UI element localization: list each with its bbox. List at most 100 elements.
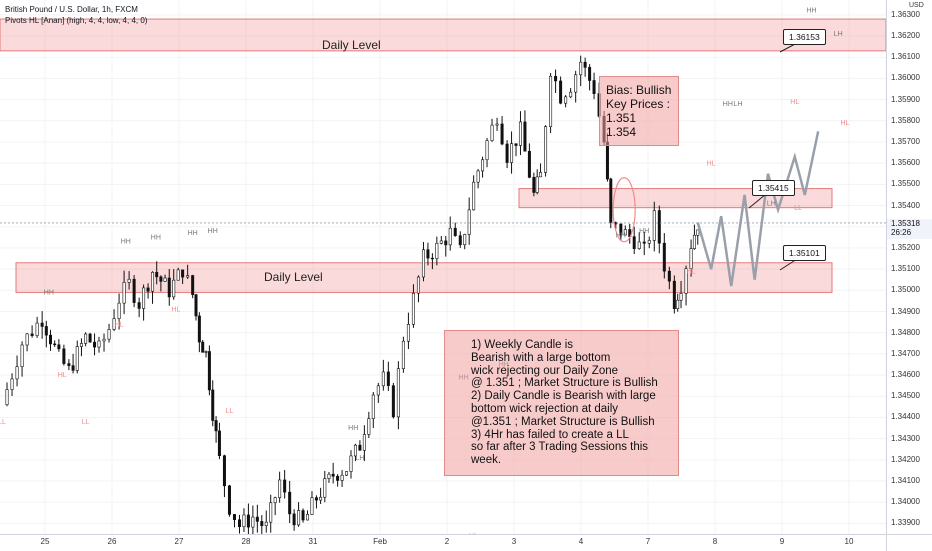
candle-body — [345, 471, 349, 476]
price-callout-top[interactable]: 1.36153 — [783, 29, 826, 45]
candle-body — [554, 75, 558, 82]
analysis-note: 1) Weekly Candle is Bearish with a large… — [444, 330, 679, 476]
candle-body — [391, 385, 395, 418]
candle-body — [510, 143, 514, 163]
candle-body — [207, 351, 211, 391]
candle-body — [88, 333, 92, 343]
pivot-label: HH — [208, 228, 218, 235]
pivot-label: HH — [639, 228, 649, 235]
analysis-line: 2) Daily Candle is Bearish with large — [471, 390, 656, 403]
candle-body — [485, 140, 489, 161]
candle-body — [336, 475, 340, 481]
candle-body — [97, 340, 101, 348]
bias-line: Bias: Bullish — [606, 83, 672, 97]
analysis-line: wick rejecting our Daily Zone — [471, 364, 619, 377]
candle-body — [642, 241, 646, 244]
candle-body — [163, 277, 167, 282]
candle-body — [569, 91, 573, 98]
analysis-line: 3) 4Hr has failed to create a LL — [471, 428, 629, 441]
candle-body — [323, 478, 327, 498]
pivot-label: LH — [733, 101, 742, 108]
candle-body — [151, 272, 155, 292]
price-tick: 1.36300 — [891, 9, 920, 19]
price-tick: 1.35500 — [891, 179, 920, 189]
pivot-label: HH — [44, 290, 54, 297]
pivot-label: HH — [348, 425, 358, 432]
pivot-label: LH — [767, 201, 776, 208]
candle-body — [122, 282, 126, 304]
candle-body — [181, 269, 185, 278]
candle-body — [57, 344, 61, 350]
candle-body — [310, 497, 314, 515]
candle-body — [10, 378, 14, 390]
time-tick: 26 — [107, 537, 117, 546]
candle-body — [637, 241, 641, 249]
candle-body — [67, 363, 71, 366]
price-tick: 1.34400 — [891, 412, 920, 422]
symbol-title: British Pound / U.S. Dollar, 1h, FXCM — [5, 5, 138, 14]
candle-body — [657, 210, 661, 244]
candle-body — [535, 176, 539, 193]
price-tick: 1.34500 — [891, 391, 920, 401]
candle-body — [463, 234, 467, 246]
analysis-line: @ 1.351 ; Market Structure is Bullish — [471, 377, 658, 390]
candle-body — [676, 299, 680, 309]
price-tick: 1.34600 — [891, 370, 920, 380]
bar-countdown: 26:26 — [891, 228, 912, 237]
price-chart[interactable]: HHHHHHHHHHHLLLHLHLLLLLHHLHHHHHHLHHHHHLHH… — [0, 0, 916, 540]
candle-body — [667, 270, 671, 282]
time-tick: 2 — [444, 537, 450, 546]
indicator-label: Pivots HL [Anan] (high, 4, 4, low, 4, 4,… — [5, 16, 148, 25]
candle-body — [696, 229, 700, 236]
candle-body — [458, 235, 462, 246]
candle-body — [588, 67, 592, 81]
candle-body — [214, 420, 218, 432]
price-tick: 1.35100 — [891, 264, 920, 274]
candle-body — [689, 248, 693, 269]
time-tick: 28 — [241, 537, 251, 546]
price-callout-bottom[interactable]: 1.35101 — [783, 245, 826, 261]
candle-body — [523, 121, 527, 152]
candle-body — [132, 278, 136, 303]
candle-body — [505, 143, 509, 163]
daily-level-label-bottom: Daily Level — [264, 270, 323, 284]
candle-body — [439, 240, 443, 244]
candle-body — [264, 521, 268, 527]
candle-body — [30, 333, 34, 336]
candle-body — [435, 242, 439, 259]
candle-body — [306, 514, 310, 521]
candle-body — [44, 326, 48, 336]
candle-body — [532, 177, 536, 193]
candle-body — [426, 249, 430, 259]
candle-body — [142, 287, 146, 309]
candle-body — [411, 292, 415, 325]
candle-body — [20, 344, 24, 367]
pivot-label: HL — [790, 99, 799, 106]
candle-body — [652, 210, 656, 241]
candle-body — [237, 519, 241, 527]
candle-body — [167, 277, 171, 298]
time-tick: 31 — [308, 537, 318, 546]
price-callout-middle[interactable]: 1.35415 — [752, 180, 795, 196]
candle-body — [430, 257, 434, 260]
candle-body — [5, 389, 9, 406]
candle-body — [242, 514, 246, 527]
pivot-label: HH — [121, 239, 131, 246]
candle-body — [564, 96, 568, 104]
candle-body — [159, 276, 163, 282]
candle-body — [692, 234, 696, 249]
candle-body — [84, 333, 88, 344]
time-axis[interactable]: 25 26 27 28 31 Feb 2 3 4 7 8 9 10 — [0, 534, 886, 551]
candle-body — [176, 269, 180, 281]
candle-body — [211, 389, 215, 421]
time-tick: 10 — [844, 537, 854, 546]
candle-body — [672, 280, 676, 309]
price-axis[interactable]: USD 1.36300 1.36200 1.36100 1.36000 1.35900 1… — [886, 0, 932, 534]
chart-canvas: HHHHHHHHHHHLLLHLHLLLLLHHLHHHHHHLHHHHHLHH… — [0, 0, 916, 540]
price-tick: 1.35000 — [891, 285, 920, 295]
candle-body — [25, 333, 29, 346]
price-tick: 1.34300 — [891, 433, 920, 443]
candle-body — [358, 444, 362, 451]
candle-body — [107, 329, 111, 340]
candle-body — [386, 371, 390, 386]
